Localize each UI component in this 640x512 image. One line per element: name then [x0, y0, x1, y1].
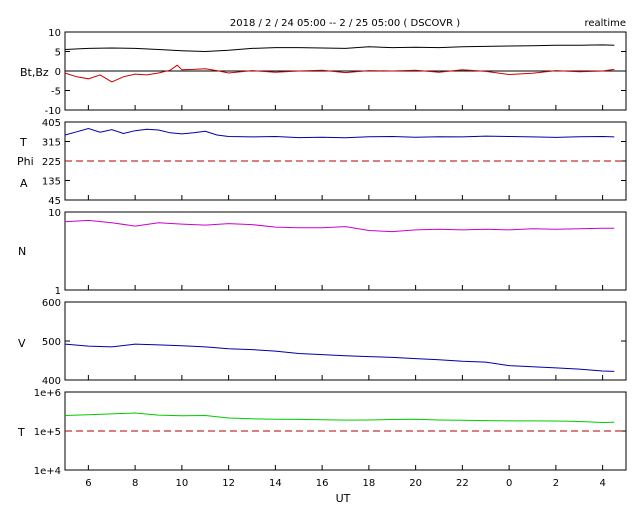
x-tick-label: 22	[456, 478, 469, 489]
x-tick-label: 4	[599, 478, 605, 489]
dens-ytick-label: 10	[48, 208, 61, 219]
tphi-ytick-label: 405	[42, 118, 61, 129]
tphi-ytick-label: 225	[42, 157, 61, 168]
x-tick-label: 20	[409, 478, 422, 489]
density-label: N	[18, 245, 26, 258]
x-tick-label: 14	[269, 478, 282, 489]
series-line-bt	[64, 44, 615, 53]
temp-ytick-label: 1e+6	[34, 388, 61, 399]
dens-ytick-label: 1	[55, 286, 61, 297]
velocity-label: V	[18, 337, 26, 350]
x-axis-title: UT	[336, 492, 351, 505]
btbz-ytick-label: -5	[51, 87, 61, 98]
btbz-ytick-label: 0	[55, 67, 61, 78]
temp-t-label: T	[19, 136, 27, 149]
dens-frame	[64, 211, 627, 291]
vel-ytick-label: 500	[42, 337, 61, 348]
vel-frame	[64, 301, 627, 381]
tphi-ytick-label: 45	[48, 196, 61, 207]
btbz-ytick-label: -10	[45, 106, 61, 117]
vel-ytick-label: 400	[42, 376, 61, 387]
tphi-ytick-label: 315	[42, 138, 61, 149]
realtime-label: realtime	[584, 18, 626, 29]
series-line-phi	[64, 127, 615, 139]
x-tick-label: 16	[316, 478, 329, 489]
x-tick-label: 8	[132, 478, 138, 489]
series-line-v	[64, 343, 615, 372]
x-tick-label: 0	[506, 478, 512, 489]
vel-ytick-label: 600	[42, 298, 61, 309]
angle-a-label: A	[20, 177, 28, 190]
temp-ytick-label: 1e+4	[34, 466, 61, 477]
btbz-ytick-label: 10	[48, 28, 61, 39]
x-tick-label: 10	[176, 478, 189, 489]
tphi-ytick-label: 135	[42, 177, 61, 188]
series-line-t	[64, 412, 615, 424]
x-tick-label: 18	[363, 478, 376, 489]
series-line-n	[64, 219, 615, 233]
x-tick-label: 6	[85, 478, 91, 489]
chart-title: 2018 / 2 / 24 05:00 -- 2 / 25 05:00 ( DS…	[230, 18, 460, 29]
phi-label: Phi	[17, 155, 34, 168]
temp-ytick-label: 1e+5	[34, 427, 61, 438]
x-tick-label: 2	[553, 478, 559, 489]
x-tick-label: 12	[222, 478, 235, 489]
temperature-label: T	[17, 426, 25, 439]
btbz-ytick-label: 5	[55, 48, 61, 59]
series-line-bz	[64, 64, 615, 83]
btbz-label: Bt,Bz	[20, 66, 49, 79]
